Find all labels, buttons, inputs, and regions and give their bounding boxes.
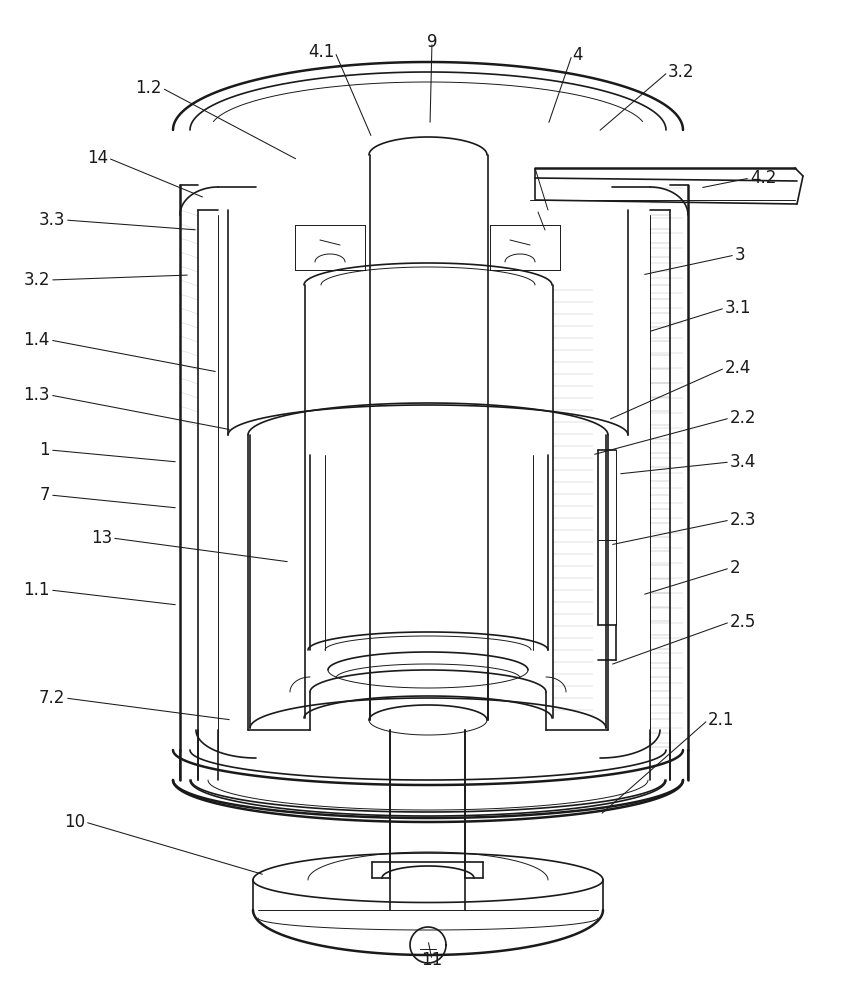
- Text: 3.3: 3.3: [39, 211, 65, 229]
- Text: 14: 14: [87, 149, 108, 167]
- Text: 1.4: 1.4: [24, 331, 50, 349]
- Text: 4.1: 4.1: [309, 43, 335, 61]
- Text: 7.2: 7.2: [39, 689, 65, 707]
- Text: 4.2: 4.2: [750, 169, 776, 187]
- Text: 2.1: 2.1: [708, 711, 734, 729]
- Text: 13: 13: [91, 529, 112, 547]
- Text: 3.4: 3.4: [730, 453, 757, 471]
- Text: 2.2: 2.2: [730, 409, 757, 427]
- Text: 7: 7: [39, 486, 50, 504]
- Text: 9: 9: [427, 33, 437, 51]
- Text: 1.1: 1.1: [23, 581, 50, 599]
- Text: 10: 10: [64, 813, 85, 831]
- Text: 2.4: 2.4: [725, 359, 752, 377]
- Text: 11: 11: [422, 951, 442, 969]
- Text: 2: 2: [730, 559, 740, 577]
- Text: 1.3: 1.3: [23, 386, 50, 404]
- Text: 1: 1: [39, 441, 50, 459]
- Text: 2.5: 2.5: [730, 613, 757, 631]
- Text: 3.2: 3.2: [668, 63, 694, 81]
- Text: 4: 4: [572, 46, 583, 64]
- Text: 3.1: 3.1: [725, 299, 752, 317]
- Text: 1.2: 1.2: [135, 79, 162, 97]
- Text: 3: 3: [735, 246, 746, 264]
- Text: 2.3: 2.3: [730, 511, 757, 529]
- Text: 3.2: 3.2: [23, 271, 50, 289]
